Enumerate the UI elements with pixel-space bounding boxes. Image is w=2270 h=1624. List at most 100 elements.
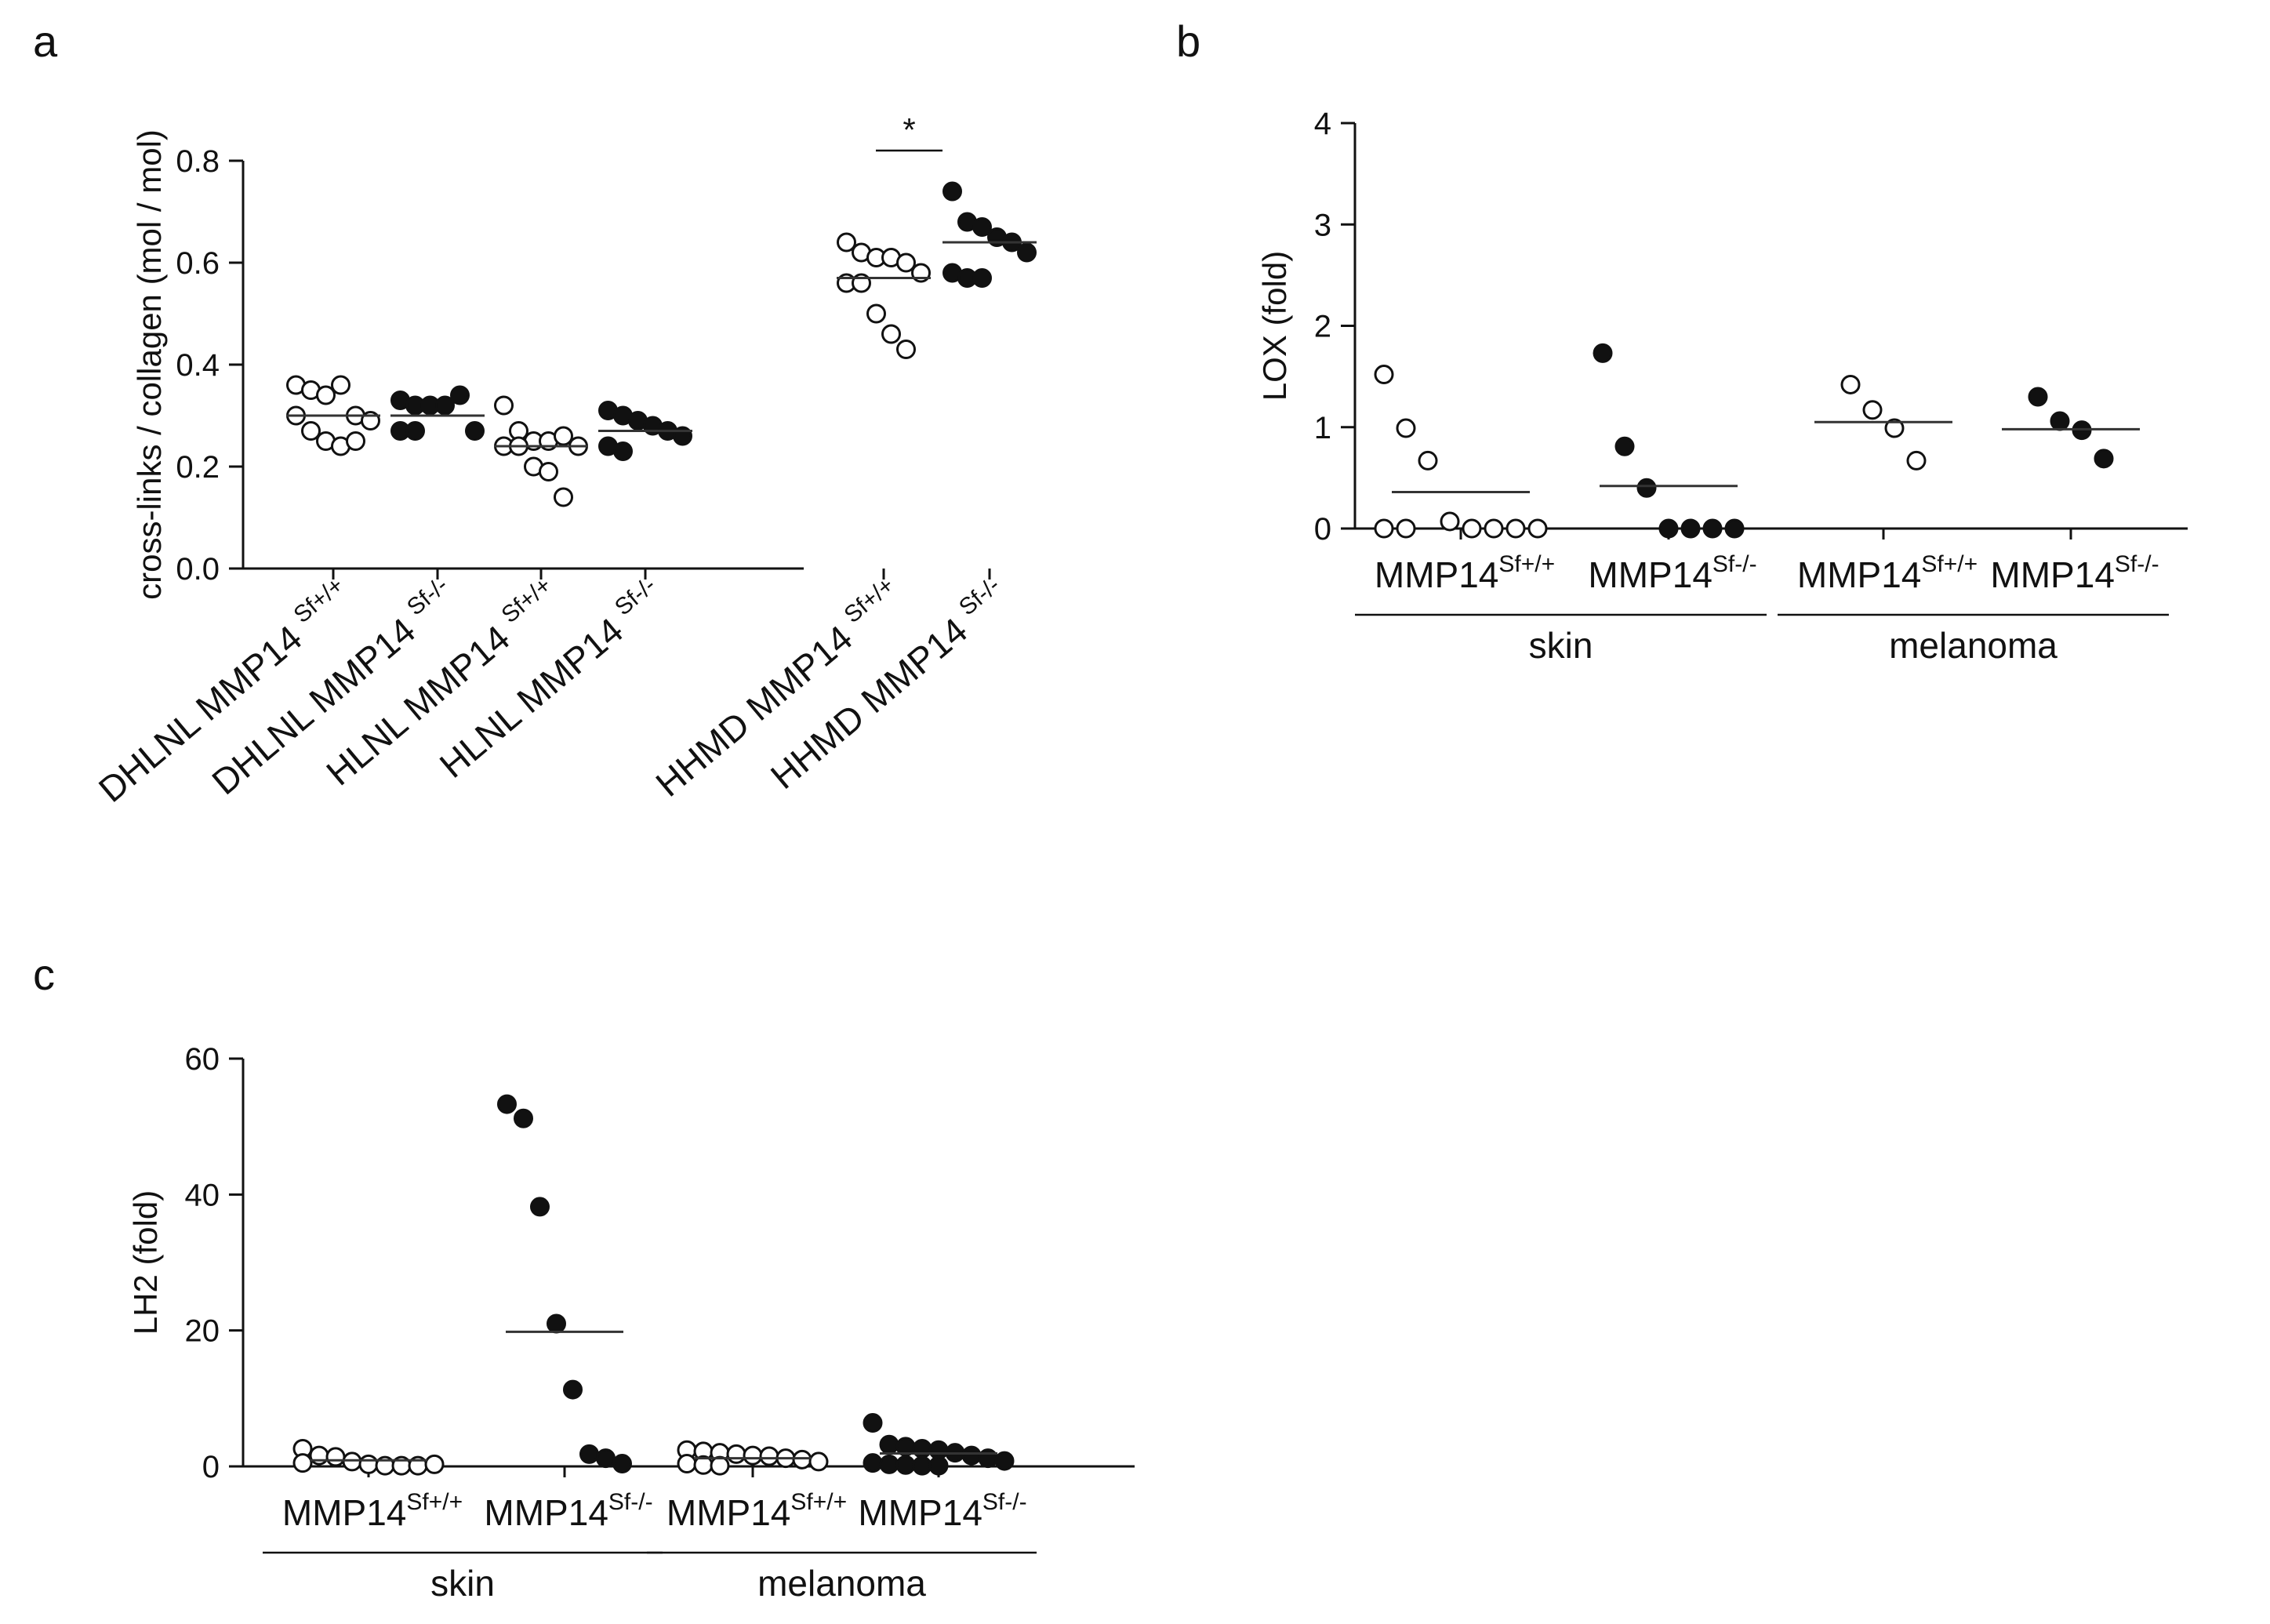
data-point (563, 1379, 583, 1400)
data-point (896, 340, 916, 359)
data-point (331, 375, 350, 395)
data-point (879, 1434, 899, 1455)
data-point (596, 1448, 616, 1469)
data-point (1906, 450, 1927, 470)
significance-marker: * (903, 111, 915, 148)
category-label: MMP14Sf+/+ (282, 1489, 463, 1533)
category-label-base: MMP14 (666, 1492, 790, 1533)
data-point (316, 385, 336, 405)
data-point (710, 1455, 730, 1476)
data-point (1505, 518, 1526, 539)
data-point (1636, 478, 1657, 498)
data-point (866, 303, 886, 324)
data-point (613, 441, 633, 461)
data-point (1374, 518, 1394, 539)
category-label-base: MMP14 (282, 1492, 406, 1533)
data-point (896, 253, 916, 273)
y-tick-label: 0 (202, 1450, 220, 1484)
category-label: MMP14Sf-/- (858, 1489, 1026, 1533)
data-point (346, 431, 365, 451)
data-point (881, 324, 901, 344)
data-point (292, 1453, 313, 1473)
data-point (863, 1413, 883, 1433)
y-tick-label: 0.4 (176, 348, 220, 383)
data-point (978, 1448, 998, 1469)
data-point (301, 421, 321, 441)
data-point (539, 462, 558, 481)
data-point (2028, 387, 2048, 407)
data-point (405, 421, 425, 441)
data-point (2050, 411, 2070, 431)
data-point (1840, 374, 1861, 394)
data-point (1484, 518, 1504, 539)
group-label: melanoma (1889, 625, 2058, 666)
y-tick-label: 40 (185, 1178, 220, 1212)
category-label: MMP14Sf+/+ (1375, 551, 1555, 595)
data-point (879, 1454, 899, 1474)
data-point (465, 421, 485, 441)
data-point (912, 1455, 932, 1476)
panel-letter: b (1176, 16, 1200, 66)
data-point (726, 1444, 746, 1464)
data-point (358, 1454, 379, 1474)
category-label-superscript: Sf+/+ (1498, 551, 1555, 577)
category-label-superscript: Sf-/- (1712, 551, 1757, 577)
panel-letter: a (33, 16, 58, 66)
data-point (554, 487, 573, 507)
data-point (759, 1446, 779, 1466)
category-label-superscript: Sf+/+ (406, 1489, 463, 1515)
y-tick-label: 2 (1314, 310, 1331, 344)
data-point (530, 1197, 550, 1217)
data-point (837, 232, 856, 253)
category-label: MMP14Sf-/- (1588, 551, 1756, 595)
data-point (972, 217, 992, 237)
category-label-superscript: Sf-/- (982, 1489, 1027, 1515)
y-tick-label: 1 (1314, 411, 1331, 445)
category-label: MMP14Sf+/+ (1797, 551, 1978, 595)
data-point (994, 1451, 1015, 1471)
y-tick-label: 0.0 (176, 552, 220, 587)
data-point (1593, 343, 1613, 363)
data-point (1702, 518, 1723, 539)
category-label-base: MMP14 (1588, 554, 1712, 595)
category-label-base: MMP14 (1990, 554, 2114, 595)
data-point (554, 426, 573, 446)
category-label-superscript: Sf+/+ (1921, 551, 1978, 577)
group-label: melanoma (757, 1563, 926, 1604)
category-label-superscript: Sf+/+ (839, 572, 899, 628)
category-label-base: MMP14 (1797, 554, 1921, 595)
category-label-superscript: Sf+/+ (496, 572, 556, 628)
data-point (612, 1454, 632, 1474)
data-point (792, 1449, 812, 1470)
group-label: skin (1529, 625, 1593, 666)
category-label-base: MMP14 (1375, 554, 1498, 595)
category-label-superscript: Sf+/+ (790, 1489, 847, 1515)
category-label: MMP14Sf+/+ (666, 1489, 847, 1533)
y-tick-label: 3 (1314, 208, 1331, 242)
data-point (494, 395, 514, 416)
data-point (325, 1447, 346, 1467)
category-label-superscript: Sf+/+ (289, 572, 348, 628)
category-label-superscript: Sf-/- (608, 1489, 653, 1515)
data-point (1658, 518, 1679, 539)
data-point (450, 385, 470, 405)
data-point (424, 1454, 445, 1474)
data-point (1017, 242, 1037, 263)
y-tick-label: 4 (1314, 107, 1331, 141)
panel-letter: c (33, 950, 55, 999)
y-tick-label: 0.2 (176, 450, 220, 485)
category-label: MMP14Sf-/- (1990, 551, 2159, 595)
data-point (514, 1108, 533, 1128)
data-point (943, 181, 962, 202)
data-point (547, 1313, 566, 1334)
data-point (1462, 518, 1482, 539)
data-point (1396, 418, 1416, 438)
data-point (1418, 450, 1438, 470)
category-label-base: HLNL MMP14 (432, 603, 638, 786)
category-label-superscript: Sf-/- (2115, 551, 2159, 577)
data-point (895, 1455, 916, 1475)
data-point (2094, 449, 2114, 469)
category-label: MMP14Sf-/- (484, 1489, 652, 1533)
